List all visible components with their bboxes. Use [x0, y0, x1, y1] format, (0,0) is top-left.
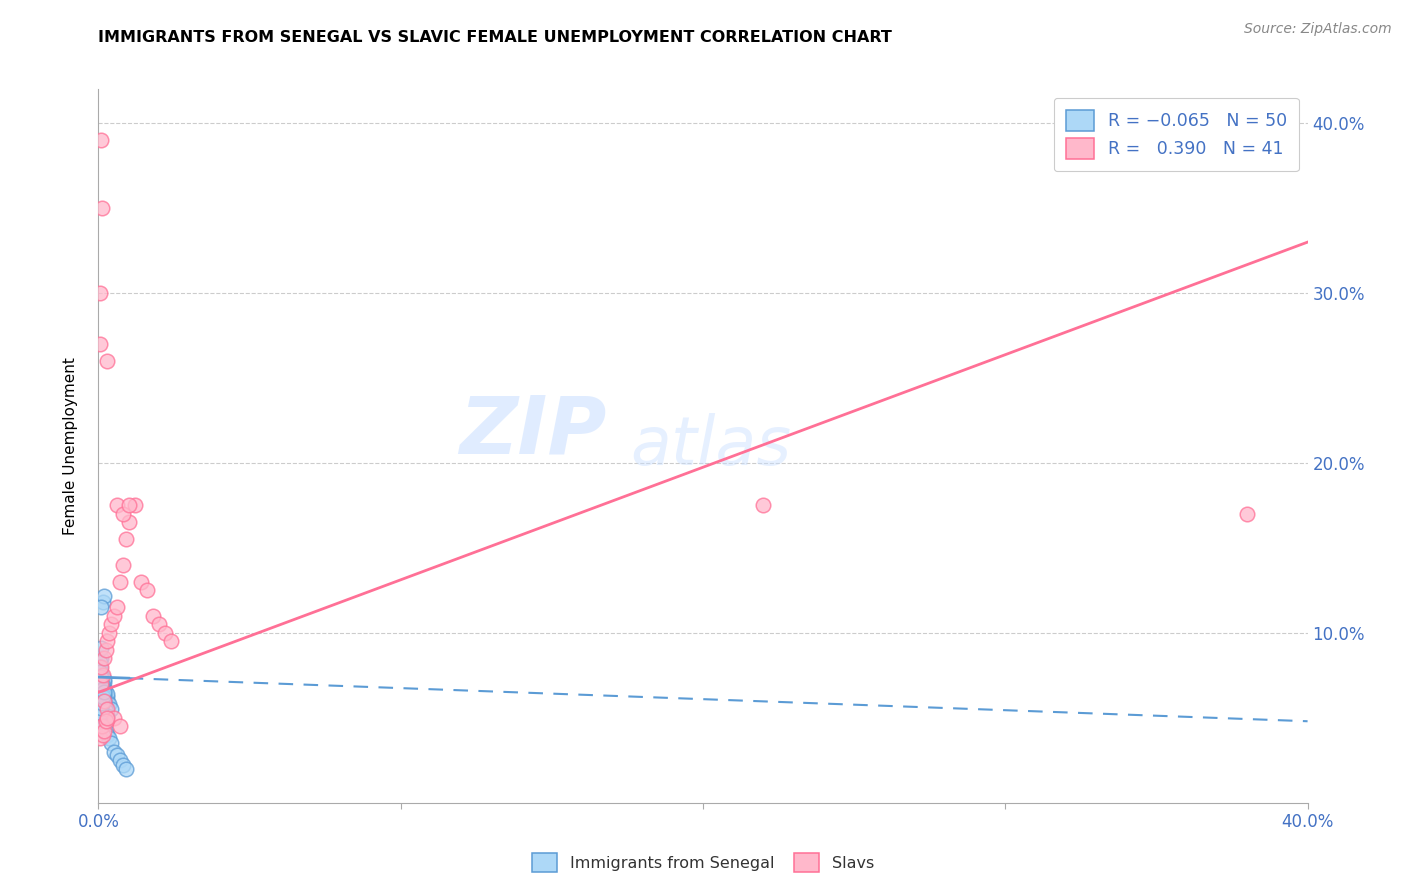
Text: Source: ZipAtlas.com: Source: ZipAtlas.com	[1244, 22, 1392, 37]
Point	[93, 685, 115, 699]
Point	[100, 736, 122, 750]
Point	[89, 286, 111, 301]
Point	[93, 651, 115, 665]
Point	[98, 626, 121, 640]
Point	[91, 681, 114, 696]
Point	[105, 499, 128, 513]
Point	[93, 589, 115, 603]
Point	[89, 731, 111, 746]
Point	[96, 709, 118, 723]
Point	[103, 608, 125, 623]
Point	[89, 663, 111, 677]
Point	[114, 762, 136, 776]
Point	[89, 337, 111, 351]
Point	[160, 634, 183, 648]
Point	[91, 696, 114, 710]
Point	[111, 758, 134, 772]
Point	[90, 677, 112, 691]
Point	[93, 694, 115, 708]
Point	[90, 679, 112, 693]
Point	[91, 681, 114, 696]
Text: IMMIGRANTS FROM SENEGAL VS SLAVIC FEMALE UNEMPLOYMENT CORRELATION CHART: IMMIGRANTS FROM SENEGAL VS SLAVIC FEMALE…	[98, 29, 893, 45]
Point	[96, 687, 118, 701]
Point	[91, 728, 114, 742]
Point	[93, 689, 115, 703]
Point	[93, 719, 115, 733]
Point	[91, 670, 114, 684]
Text: ZIP: ZIP	[458, 392, 606, 471]
Point	[96, 702, 118, 716]
Point	[91, 595, 114, 609]
Point	[752, 499, 775, 513]
Point	[96, 704, 118, 718]
Point	[148, 617, 170, 632]
Point	[103, 745, 125, 759]
Point	[93, 694, 115, 708]
Point	[90, 133, 112, 147]
Point	[94, 643, 117, 657]
Point	[94, 698, 117, 713]
Point	[90, 666, 112, 681]
Point	[89, 665, 111, 679]
Point	[89, 655, 111, 669]
Point	[96, 354, 118, 368]
Point	[90, 677, 112, 691]
Point	[118, 516, 141, 530]
Point	[90, 600, 112, 615]
Point	[96, 711, 118, 725]
Legend: R = −0.065   N = 50, R =   0.390   N = 41: R = −0.065 N = 50, R = 0.390 N = 41	[1054, 98, 1299, 171]
Point	[98, 698, 121, 712]
Point	[108, 574, 131, 589]
Point	[114, 533, 136, 547]
Point	[135, 583, 157, 598]
Point	[108, 753, 131, 767]
Point	[90, 641, 112, 656]
Legend: Immigrants from Senegal, Slavs: Immigrants from Senegal, Slavs	[523, 845, 883, 880]
Point	[100, 617, 122, 632]
Point	[90, 706, 112, 720]
Point	[153, 626, 176, 640]
Point	[93, 672, 115, 686]
Point	[94, 698, 117, 712]
Point	[111, 558, 134, 572]
Point	[90, 651, 112, 665]
Point	[96, 634, 118, 648]
Point	[93, 675, 115, 690]
Y-axis label: Female Unemployment: Female Unemployment	[63, 357, 77, 535]
Point	[93, 680, 115, 694]
Point	[142, 608, 165, 623]
Point	[129, 574, 152, 589]
Point	[108, 719, 131, 733]
Point	[103, 711, 125, 725]
Point	[90, 670, 112, 684]
Point	[93, 724, 115, 739]
Point	[100, 702, 122, 716]
Point	[90, 700, 112, 714]
Point	[94, 724, 117, 739]
Point	[91, 673, 114, 688]
Point	[90, 660, 112, 674]
Text: atlas: atlas	[630, 413, 792, 479]
Point	[89, 714, 111, 729]
Point	[94, 714, 117, 729]
Point	[89, 660, 111, 674]
Point	[91, 668, 114, 682]
Point	[111, 507, 134, 521]
Point	[105, 748, 128, 763]
Point	[98, 731, 121, 746]
Point	[96, 694, 118, 708]
Point	[91, 685, 114, 699]
Point	[91, 690, 114, 705]
Point	[105, 600, 128, 615]
Point	[91, 719, 114, 733]
Point	[89, 711, 111, 725]
Point	[124, 499, 146, 513]
Point	[1236, 507, 1258, 521]
Point	[91, 201, 114, 215]
Point	[96, 690, 118, 705]
Point	[94, 683, 117, 698]
Point	[96, 728, 118, 742]
Point	[118, 499, 141, 513]
